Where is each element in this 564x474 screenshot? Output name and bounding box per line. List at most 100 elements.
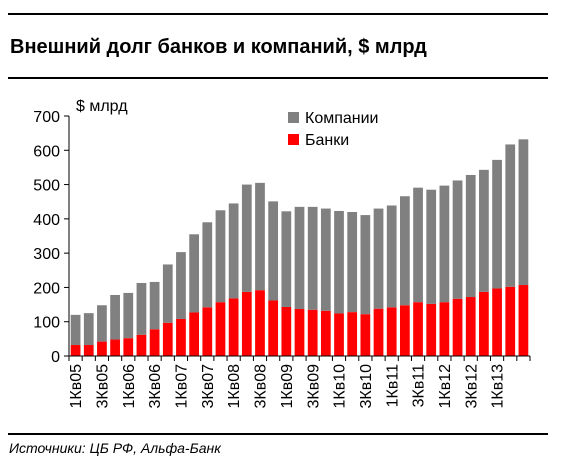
- legend-label: Банки: [305, 132, 349, 149]
- title-rule: [8, 77, 548, 79]
- bar-banks: [413, 302, 423, 356]
- bar-companies: [294, 206, 305, 310]
- x-tick-label: 1Кв12: [437, 364, 454, 409]
- bar-banks: [452, 298, 463, 356]
- bar-companies: [215, 210, 226, 303]
- bar-banks: [228, 298, 239, 356]
- bar-companies: [360, 215, 371, 315]
- bar-companies: [426, 189, 437, 304]
- x-tick-label: 3Кв07: [200, 364, 217, 409]
- bar-banks: [505, 286, 516, 356]
- bar-companies: [439, 185, 450, 303]
- x-tick-label: 3Кв12: [463, 364, 480, 409]
- bar-companies: [202, 222, 213, 308]
- legend-swatch: [288, 134, 299, 145]
- bar-companies: [399, 196, 410, 306]
- bar-banks: [479, 291, 489, 356]
- y-tick-label: 500: [33, 178, 60, 195]
- bar-companies: [281, 211, 292, 307]
- bar-banks: [255, 290, 265, 356]
- bar-companies: [83, 313, 94, 346]
- bar-companies: [97, 305, 107, 342]
- x-tick-label: 3Кв09: [305, 364, 322, 409]
- x-tick-label: 3Кв06: [147, 364, 164, 409]
- bar-companies: [413, 187, 423, 303]
- x-axis: 1Кв05 3Кв05 1Кв06 3Кв06 1Кв07 3Кв07 1Кв08 3Кв08…: [68, 355, 531, 409]
- bar-companies: [162, 264, 173, 323]
- bar-banks: [149, 329, 160, 356]
- bar-banks: [347, 312, 358, 356]
- bar-banks: [176, 318, 186, 356]
- x-tick-label: 3Кв05: [95, 364, 112, 409]
- bar-companies: [518, 139, 529, 286]
- x-tick-label: 3Кв10: [358, 364, 375, 409]
- bar-banks: [294, 309, 305, 356]
- y-tick-label: 200: [33, 280, 60, 297]
- bar-banks: [241, 291, 252, 356]
- y-axis: 0 100 200 300 400 500 600 700 $ млрд: [33, 98, 128, 366]
- bar-banks: [268, 300, 279, 356]
- legend-swatch: [288, 112, 299, 123]
- bar-companies: [176, 252, 186, 319]
- x-tick-label: 1Кв06: [121, 364, 138, 409]
- bar-banks: [334, 313, 344, 356]
- x-tick-label: 1Кв10: [332, 364, 349, 409]
- bar-companies: [320, 208, 331, 311]
- x-tick-label: 3Кв11: [411, 364, 428, 407]
- source-note: Источники: ЦБ РФ, Альфа-Банк: [9, 440, 221, 456]
- bar-companies: [386, 205, 397, 308]
- x-tick-label: 1Кв13: [490, 364, 507, 409]
- y-tick-label: 100: [33, 315, 60, 332]
- x-tick-label: 1Кв07: [174, 364, 191, 409]
- y-tick-label: 700: [33, 109, 60, 126]
- bar-banks: [465, 297, 476, 356]
- bar-banks: [492, 288, 502, 356]
- y-tick-label: 0: [51, 349, 60, 366]
- bar-banks: [281, 306, 292, 356]
- bar-companies: [268, 201, 279, 301]
- bar-companies: [373, 208, 384, 309]
- x-tick-label: 1Кв09: [279, 364, 296, 409]
- x-tick-label: 1Кв08: [226, 364, 243, 409]
- bar-banks: [110, 339, 120, 356]
- bar-banks: [399, 305, 410, 356]
- bars: [70, 139, 529, 356]
- y-tick-label: 400: [33, 212, 60, 229]
- bar-companies: [452, 180, 463, 299]
- bar-banks: [426, 303, 437, 356]
- bar-banks: [123, 338, 134, 356]
- bar-banks: [215, 302, 226, 356]
- bar-banks: [439, 302, 450, 356]
- bar-companies: [136, 282, 147, 335]
- bar-companies: [123, 292, 134, 339]
- bar-banks: [320, 310, 331, 356]
- bar-banks: [162, 322, 173, 356]
- bar-companies: [505, 144, 516, 287]
- y-axis-label: $ млрд: [76, 98, 128, 115]
- bar-banks: [373, 308, 384, 356]
- bar-companies: [149, 281, 160, 330]
- bar-companies: [110, 294, 120, 340]
- bar-banks: [202, 307, 213, 356]
- top-rule: [8, 13, 548, 15]
- bottom-rule: [8, 433, 548, 435]
- bar-companies: [334, 210, 344, 314]
- bar-banks: [518, 285, 529, 356]
- bar-companies: [347, 212, 358, 313]
- page-title: Внешний долг банков и компаний, $ млрд: [10, 36, 427, 58]
- bar-banks: [360, 314, 371, 356]
- bar-companies: [307, 206, 318, 310]
- bar-companies: [255, 182, 265, 291]
- x-tick-label: 3Кв08: [253, 364, 270, 409]
- bar-banks: [83, 345, 94, 356]
- bar-banks: [97, 341, 107, 356]
- x-tick-label: 1Кв11: [384, 364, 401, 407]
- bar-companies: [241, 184, 252, 292]
- x-tick-label: 1Кв05: [68, 364, 85, 409]
- bar-companies: [70, 314, 81, 346]
- bar-companies: [492, 159, 502, 289]
- bar-banks: [70, 345, 81, 356]
- y-tick-label: 600: [33, 143, 60, 160]
- y-tick-label: 300: [33, 246, 60, 263]
- bar-banks: [307, 309, 318, 356]
